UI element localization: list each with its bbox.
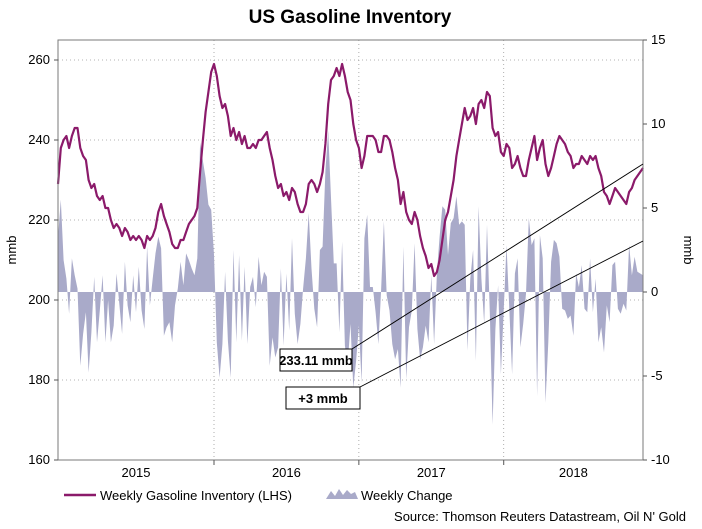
callout-change: +3 mmb bbox=[285, 240, 644, 410]
callout-inventory-leader bbox=[351, 163, 644, 350]
left-tick-label: 160 bbox=[28, 452, 50, 467]
weekly-change-area bbox=[58, 130, 643, 425]
right-tick-label: 5 bbox=[651, 200, 658, 215]
callout-inventory: 233.11 mmb bbox=[279, 163, 644, 372]
right-tick-label: 15 bbox=[651, 32, 665, 47]
left-tick-label: 200 bbox=[28, 292, 50, 307]
x-tick-label: 2018 bbox=[559, 465, 588, 480]
inventory-line-layer bbox=[56, 62, 644, 278]
left-tick-label: 260 bbox=[28, 52, 50, 67]
right-axis-label: mmb bbox=[681, 236, 696, 265]
callout-inventory-text: 233.11 mmb bbox=[279, 353, 353, 368]
callout-change-box bbox=[285, 386, 361, 410]
callout-change-text: +3 mmb bbox=[298, 391, 348, 406]
legend: Weekly Gasoline Inventory (LHS) Weekly C… bbox=[64, 488, 453, 503]
weekly-change-series bbox=[58, 130, 643, 425]
right-tick-label: 0 bbox=[651, 284, 658, 299]
legend-change-label: Weekly Change bbox=[361, 488, 453, 503]
callout-change-leader bbox=[359, 240, 644, 388]
left-axis-label: mmb bbox=[4, 236, 19, 265]
inventory-series-line bbox=[56, 62, 644, 278]
x-tick-label: 2017 bbox=[417, 465, 446, 480]
plot-frame bbox=[57, 39, 644, 461]
right-tick-label: 10 bbox=[651, 116, 665, 131]
legend-inventory-label: Weekly Gasoline Inventory (LHS) bbox=[100, 488, 292, 503]
source-note: Source: Thomson Reuters Datastream, Oil … bbox=[394, 509, 686, 524]
left-tick-label: 240 bbox=[28, 132, 50, 147]
right-tick-label: -10 bbox=[651, 452, 670, 467]
x-axis-ticks: 2015 2016 2017 2018 bbox=[122, 460, 588, 480]
chart-title: US Gasoline Inventory bbox=[249, 7, 452, 28]
right-tick-label: -5 bbox=[651, 368, 663, 383]
right-axis-ticks: -10 -5 0 5 10 15 bbox=[643, 32, 670, 467]
left-tick-label: 180 bbox=[28, 372, 50, 387]
legend-area-swatch bbox=[326, 489, 358, 499]
x-tick-label: 2016 bbox=[272, 465, 301, 480]
callout-inventory-box bbox=[279, 348, 353, 372]
left-tick-label: 220 bbox=[28, 212, 50, 227]
x-tick-label: 2015 bbox=[122, 465, 151, 480]
left-axis-ticks: 160 180 200 220 240 260 bbox=[28, 52, 58, 467]
